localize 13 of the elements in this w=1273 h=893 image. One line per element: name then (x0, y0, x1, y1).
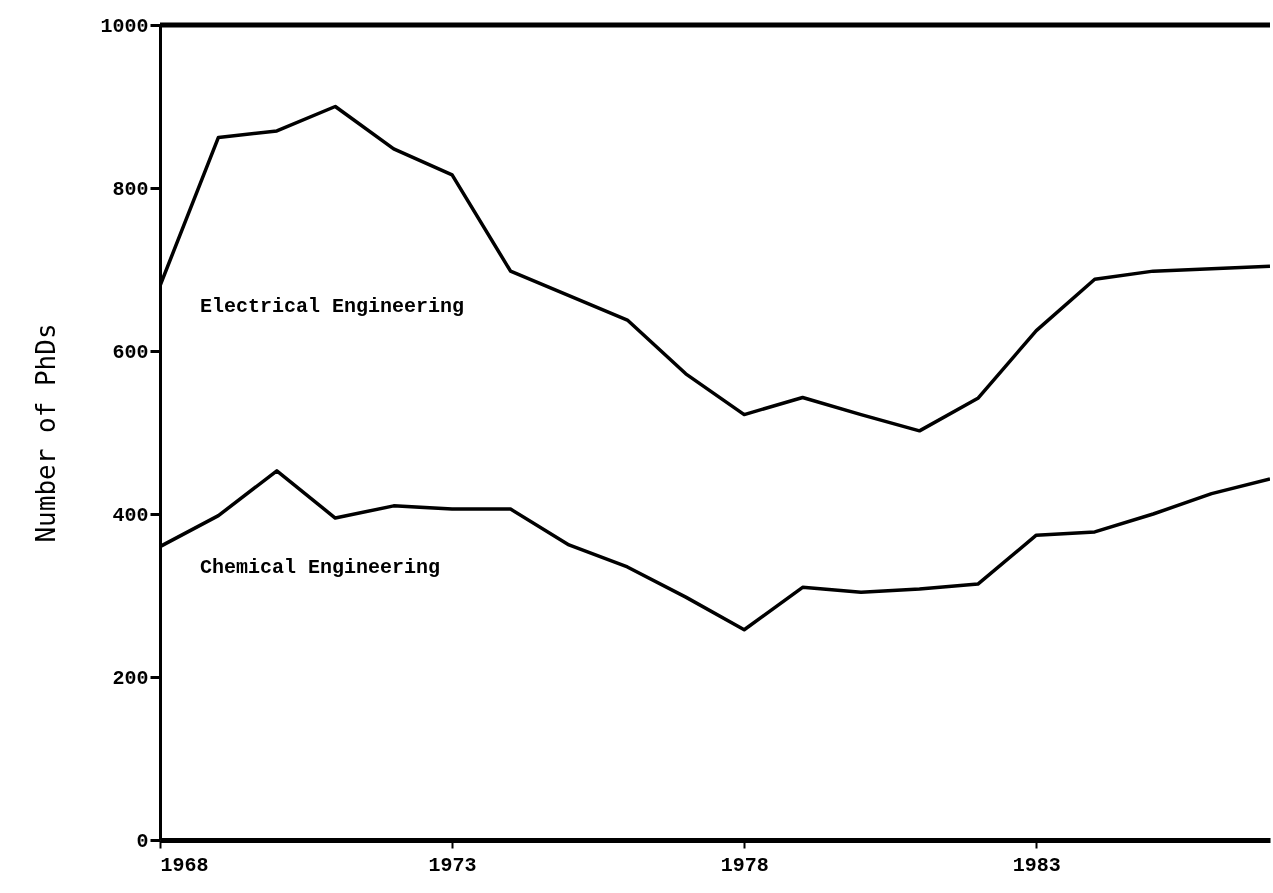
y-tick-label: 400 (112, 503, 149, 527)
series-label: Chemical Engineering (200, 555, 441, 579)
y-axis-title: Number of PhDs (31, 323, 62, 543)
y-tick-label: 200 (112, 666, 149, 690)
x-tick-label: 1973 (428, 853, 477, 877)
x-tick-label: 1978 (720, 853, 769, 877)
y-tick-label: 600 (112, 340, 149, 364)
text: Electrical Engineering (200, 294, 465, 318)
y-tick-label: 1000 (100, 14, 149, 38)
y-tick-label: 0 (136, 829, 149, 853)
x-tick-label: 1983 (1012, 853, 1061, 877)
y-tick-label: 800 (112, 177, 149, 201)
x-tick-label: 1968 (160, 853, 209, 877)
